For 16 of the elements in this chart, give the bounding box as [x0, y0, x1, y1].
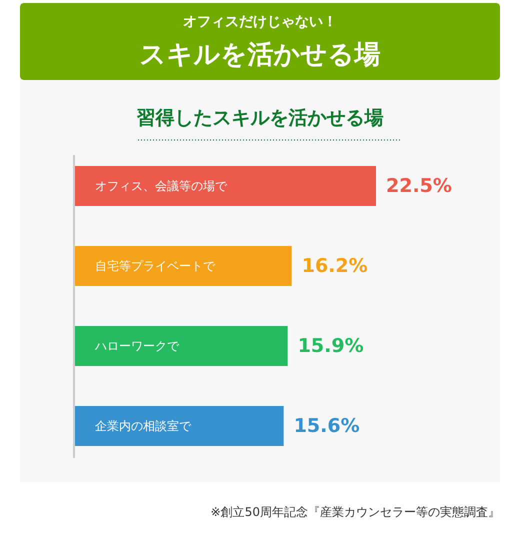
data-label: 16.2%	[302, 255, 368, 277]
y-tick-label: オフィス、会議等の場で	[95, 179, 228, 193]
chart-title: スキルを活かせる場	[140, 40, 380, 70]
bar	[75, 326, 288, 366]
bar	[75, 406, 284, 446]
text: ※創立50周年記念『産業カウンセラー等の実態調査』	[210, 505, 500, 519]
bar	[75, 246, 292, 286]
bar	[75, 166, 376, 206]
data-label: 15.9%	[298, 335, 364, 357]
y-tick-label: ハローワークで	[94, 339, 180, 353]
chart-subtitle: オフィスだけじゃない！	[183, 14, 337, 30]
data-label: 15.6%	[294, 415, 360, 437]
y-tick-label: 自宅等プライベートで	[95, 259, 216, 273]
y-tick-label: 企業内の相談室で	[95, 419, 192, 433]
text: 習得したスキルを活かせる場	[136, 107, 384, 129]
data-label: 22.5%	[386, 175, 452, 197]
